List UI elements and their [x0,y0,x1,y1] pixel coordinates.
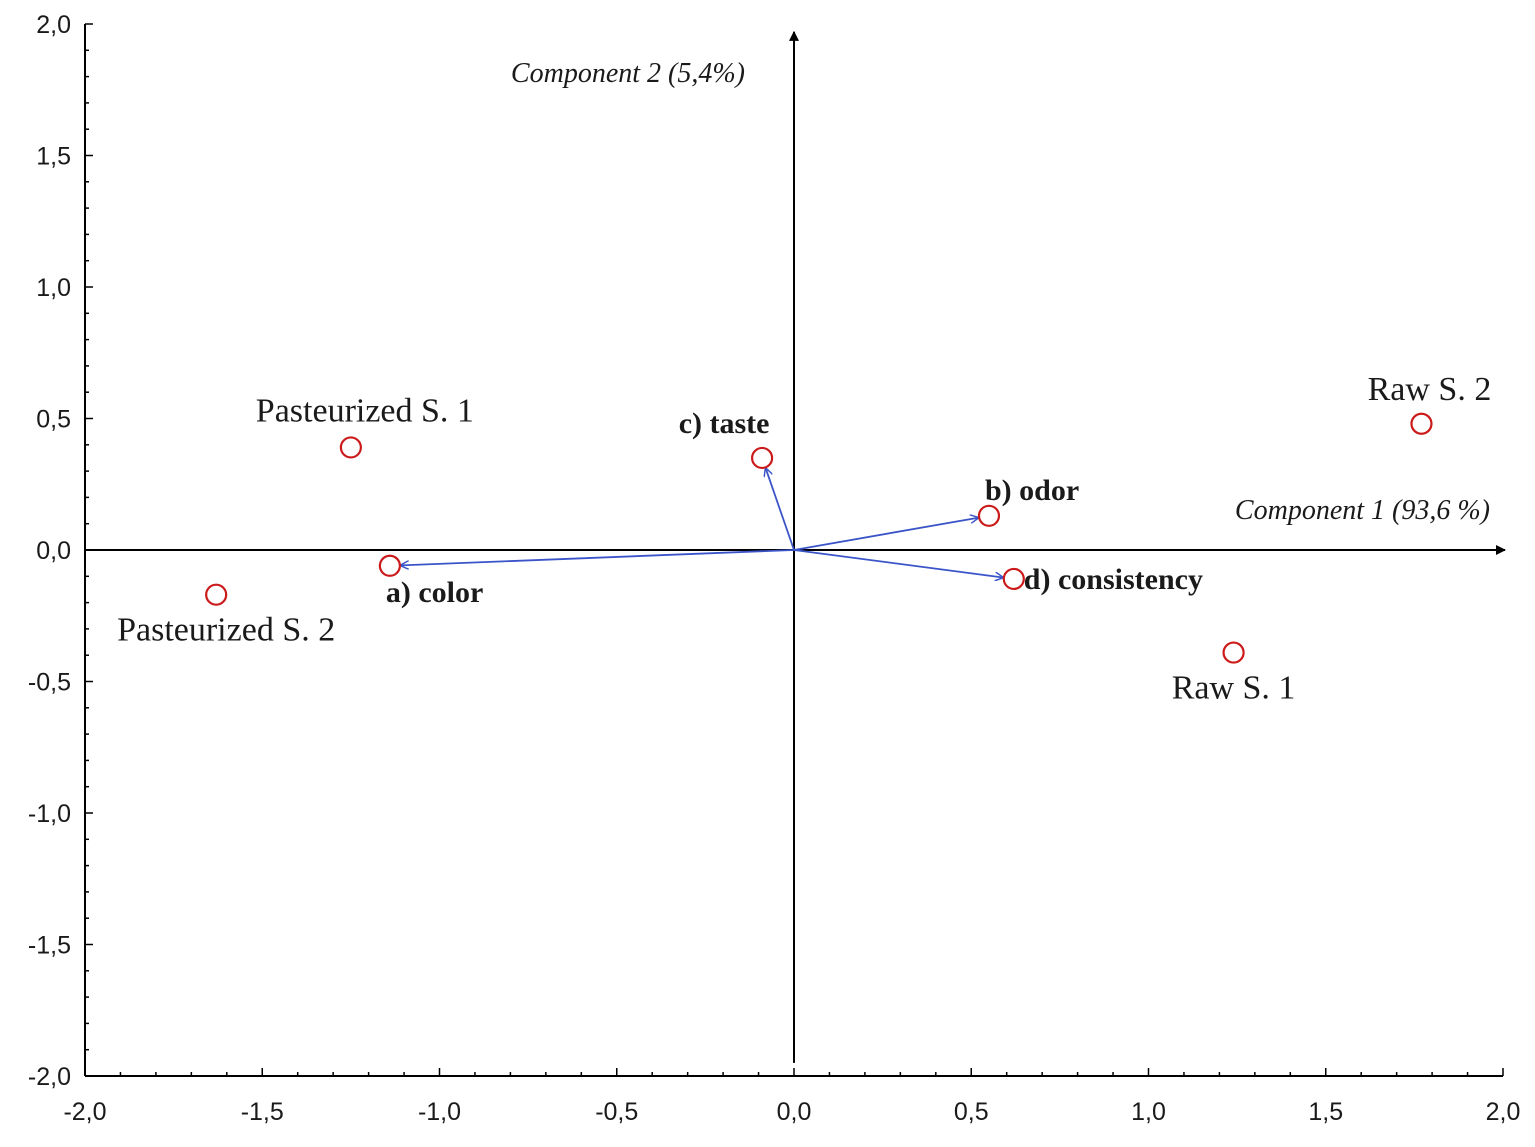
y-tick-label: -1,5 [28,932,71,960]
loading-vectors [401,468,1003,577]
data-points [205,412,1433,664]
y-tick-label: 1,0 [36,274,71,302]
y-tick-label: 2,0 [36,11,71,39]
minor-ticks [85,49,1469,1076]
point-labels: Pasteurized S. 1 Pasteurized S. 2 Raw S. 1… [117,371,1491,707]
y-tick-label: -1,0 [28,800,71,828]
x-tick-label: -2,0 [63,1098,106,1126]
y-tick-label: 0,0 [36,537,71,565]
loading-point [750,446,774,470]
loading-label: c) taste [679,407,770,440]
x-tick-label: -1,5 [241,1098,284,1126]
component-1-axis-title: Component 1 (93,6 %) [1235,495,1490,526]
loading-vector [793,518,978,551]
x-tick-label: 2,0 [1486,1098,1521,1126]
loading-point [378,554,401,577]
x-tick-label: 0,5 [954,1098,989,1126]
score-point [1410,412,1433,435]
loading-vector [793,549,1003,577]
x-tick-label: -1,0 [418,1098,461,1126]
score-label: Pasteurized S. 1 [256,392,474,429]
loading-point [977,504,1001,527]
component-2-axis-title: Component 2 (5,4%) [511,58,745,89]
loading-vector [766,468,795,551]
y-tick-labels: 2,0 1,5 1,0 0,5 0,0 -0,5 -1,0 -1,5 -2,0 [28,11,71,1091]
y-tick-label: 0,5 [36,406,71,434]
x-tick-label: 0,0 [777,1098,812,1126]
y-tick-label: 1,5 [36,143,71,171]
loading-label: a) color [386,576,483,609]
score-label: Raw S. 1 [1172,670,1296,707]
x-tick-label: -0,5 [595,1098,638,1126]
y-tick-label: -2,0 [28,1063,71,1091]
x-tick-labels: -2,0 -1,5 -1,0 -0,5 0,0 0,5 1,0 1,5 2,0 [63,1098,1520,1126]
y-tick-label: -0,5 [28,669,71,697]
loading-label: d) consistency [1024,563,1203,596]
x-tick-label: 1,5 [1308,1098,1343,1126]
loading-vector [401,549,795,565]
loading-point [1002,567,1025,591]
loading-label: b) odor [985,474,1079,507]
score-point [205,583,228,606]
score-point [339,436,362,459]
score-label: Raw S. 2 [1368,371,1492,408]
score-label: Pasteurized S. 2 [117,612,335,649]
major-ticks [84,23,1504,1077]
x-tick-label: 1,0 [1131,1098,1166,1126]
score-point [1222,641,1245,664]
